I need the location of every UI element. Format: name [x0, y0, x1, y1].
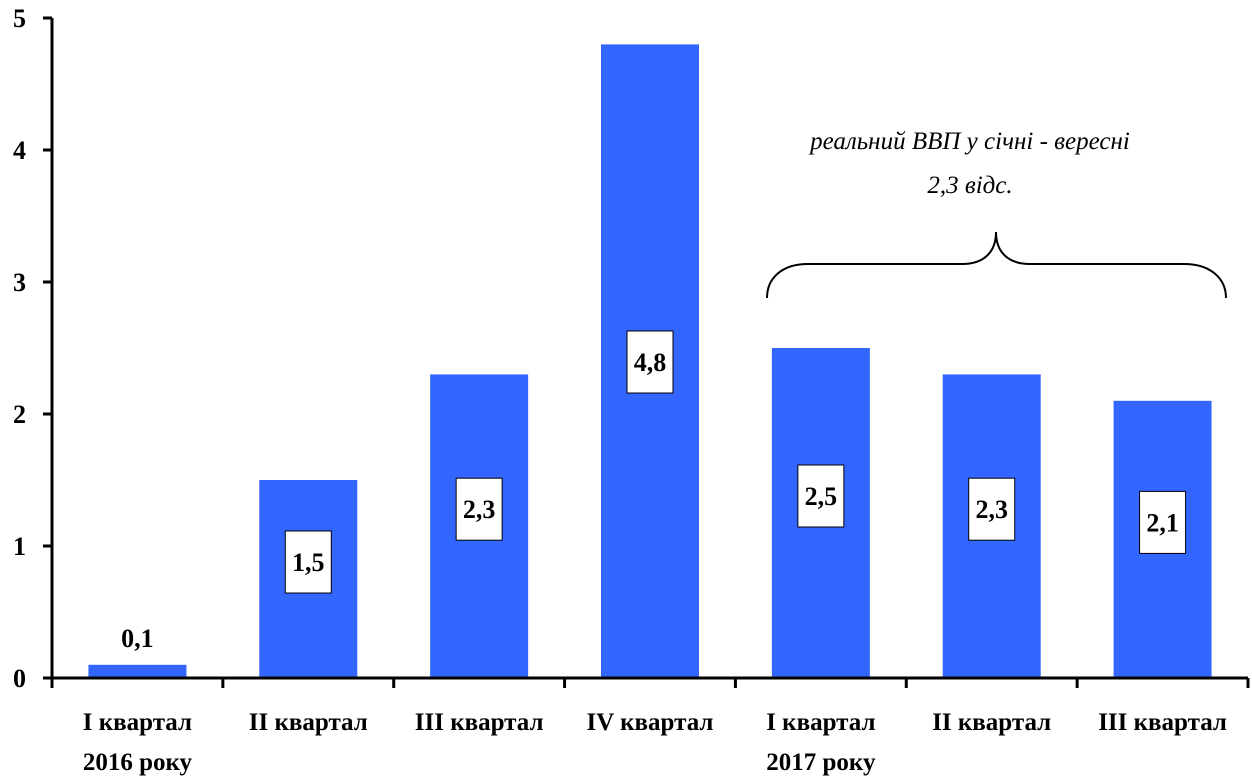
data-label-box	[1139, 490, 1187, 554]
data-label-box	[455, 477, 503, 541]
y-tick-label: 3	[13, 268, 26, 297]
data-label-box	[968, 477, 1016, 541]
data-label: 2,5	[805, 482, 838, 511]
x-tick-label: 2017 року	[766, 749, 876, 776]
data-label-box	[626, 330, 674, 394]
data-labels-group: 0,1 1,5 2,3 4,8 2,5 2,3 2,1	[121, 330, 1187, 653]
x-tick-label: I квартал	[83, 709, 192, 736]
y-tick-label: 0	[13, 664, 26, 693]
y-tick-label: 4	[13, 136, 26, 165]
annotation-line-2: 2,3 відс.	[927, 172, 1012, 199]
x-tick-label: 2016 року	[83, 749, 193, 776]
x-tick-label: IV квартал	[587, 709, 714, 736]
annotation-group: реальний ВВП у січні - вересні 2,3 відс.	[766, 128, 1227, 299]
bars-group	[88, 44, 1212, 678]
data-label: 0,1	[121, 624, 154, 653]
x-tick-label: III квартал	[1098, 709, 1227, 736]
y-tick-label: 2	[13, 400, 26, 429]
data-label: 4,8	[634, 348, 667, 377]
x-tick-label: II квартал	[249, 709, 368, 736]
y-tick-label: 1	[13, 532, 26, 561]
annotation-line-1: реальний ВВП у січні - вересні	[808, 128, 1130, 155]
annotation-brace	[766, 231, 1227, 299]
data-label: 2,1	[1146, 508, 1179, 537]
data-label: 2,3	[463, 495, 496, 524]
data-label-box	[797, 464, 845, 528]
x-tick-label: II квартал	[932, 709, 1051, 736]
y-tick-label: 5	[13, 4, 26, 33]
x-ticks-group: I квартал 2016 року II квартал III квартал I…	[50, 678, 1250, 776]
data-label-box	[284, 530, 332, 594]
data-label: 1,5	[292, 548, 325, 577]
bar	[88, 664, 187, 678]
data-label: 2,3	[975, 495, 1008, 524]
y-ticks-group: 0 1 2 3 4 5	[13, 4, 52, 693]
x-tick-label: III квартал	[415, 709, 544, 736]
axes-group	[50, 18, 1248, 680]
x-tick-label: I квартал	[766, 709, 875, 736]
